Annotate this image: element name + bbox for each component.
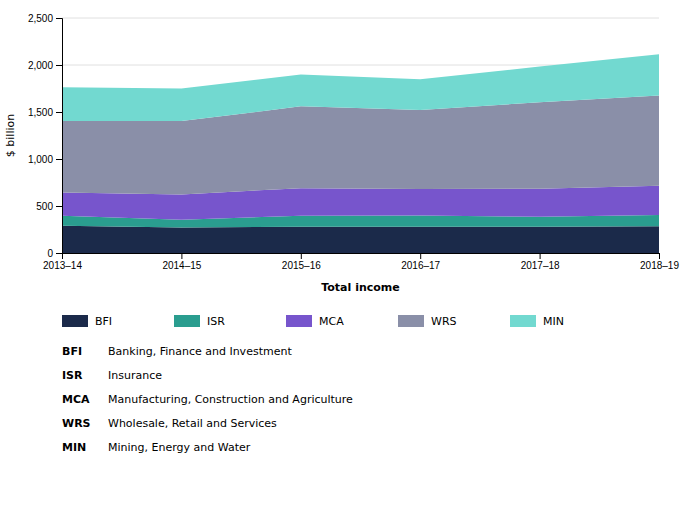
x-tick: 2015–16: [282, 253, 321, 271]
legend-swatch: [286, 315, 312, 327]
legend-item: WRS: [398, 315, 457, 328]
y-tick-label: 1,500: [28, 107, 53, 118]
description-key: WRS: [62, 417, 91, 430]
description-text: Manufacturing, Construction and Agricult…: [108, 393, 353, 406]
x-tick: 2013–14: [43, 253, 82, 271]
y-tick: 0: [47, 248, 62, 259]
y-tick-label: 0: [47, 248, 53, 259]
x-tick-mark: [301, 253, 302, 259]
y-axis-title: $ billion: [4, 114, 17, 157]
legend-swatch: [398, 315, 424, 327]
x-tick-label: 2016–17: [401, 260, 440, 271]
y-tick-mark: [56, 253, 62, 254]
y-tick-mark: [56, 206, 62, 207]
plot: 05001,0001,5002,0002,5002013–142014–1520…: [4, 13, 679, 294]
x-tick: 2016–17: [401, 253, 440, 271]
x-axis: 2013–14 2014–15 2015–16 2016–17 2017–18 2018–…: [43, 253, 679, 271]
areas: [62, 54, 659, 253]
y-tick: 1,000: [28, 154, 62, 165]
grid: [62, 18, 659, 253]
y-tick-mark: [56, 18, 62, 19]
legend-item: BFI: [62, 315, 112, 328]
y-tick-label: 2,500: [28, 13, 53, 24]
x-tick-label: 2018–19: [640, 260, 679, 271]
legend-item: MIN: [510, 315, 564, 328]
area: [62, 54, 659, 121]
legend-label: MCA: [319, 315, 344, 328]
chart: 05001,0001,5002,0002,5002013–142014–1520…: [0, 0, 689, 519]
y-tick-label: 500: [36, 201, 53, 212]
x-tick: 2018–19: [640, 253, 679, 271]
description-text: Banking, Finance and Investment: [108, 345, 292, 358]
y-tick: 1,500: [28, 107, 62, 118]
y-tick-label: 1,000: [28, 154, 53, 165]
grid-line: [62, 18, 659, 19]
x-tick-label: 2015–16: [282, 260, 321, 271]
descriptions: BFI Banking, Finance and Investment ISR Ins…: [62, 345, 353, 454]
description-text: Mining, Energy and Water: [108, 441, 251, 454]
legend-swatch: [510, 315, 536, 327]
description-key: MCA: [62, 393, 90, 406]
x-tick-label: 2014–15: [162, 260, 201, 271]
x-tick: 2017–18: [521, 253, 560, 271]
x-axis-title: Total income: [321, 281, 399, 294]
x-tick-mark: [181, 253, 182, 259]
x-tick-label: 2013–14: [43, 260, 82, 271]
legend-swatch: [174, 315, 200, 327]
x-tick-label: 2017–18: [521, 260, 560, 271]
description-key: BFI: [62, 345, 82, 358]
x-tick-mark: [540, 253, 541, 259]
y-tick: 2,000: [28, 60, 62, 71]
x-tick-mark: [420, 253, 421, 259]
legend-swatch: [62, 315, 88, 327]
legend-label: BFI: [95, 315, 112, 328]
x-tick: 2014–15: [162, 253, 201, 271]
y-tick-label: 2,000: [28, 60, 53, 71]
y-tick: 500: [36, 201, 62, 212]
area: [62, 226, 659, 253]
y-tick-mark: [56, 159, 62, 160]
legend-label: MIN: [543, 315, 564, 328]
x-tick-mark: [62, 253, 63, 259]
x-axis-line: [63, 254, 660, 260]
description-text: Wholesale, Retail and Services: [108, 417, 277, 430]
description-key: MIN: [62, 441, 86, 454]
y-tick: 2,500: [28, 13, 62, 24]
y-axis: 0 500 1,000 1,500 2,000 2,500: [28, 13, 63, 259]
description-text: Insurance: [108, 369, 162, 382]
x-tick-mark: [659, 253, 660, 259]
legend-item: MCA: [286, 315, 344, 328]
legend-label: WRS: [431, 315, 457, 328]
y-tick-mark: [56, 65, 62, 66]
legend-item: ISR: [174, 315, 225, 328]
y-axis-line: [56, 19, 63, 254]
description-key: ISR: [62, 369, 83, 382]
legend-label: ISR: [207, 315, 225, 328]
legend: BFI ISR MCA WRS MIN: [62, 315, 564, 328]
y-tick-mark: [56, 112, 62, 113]
